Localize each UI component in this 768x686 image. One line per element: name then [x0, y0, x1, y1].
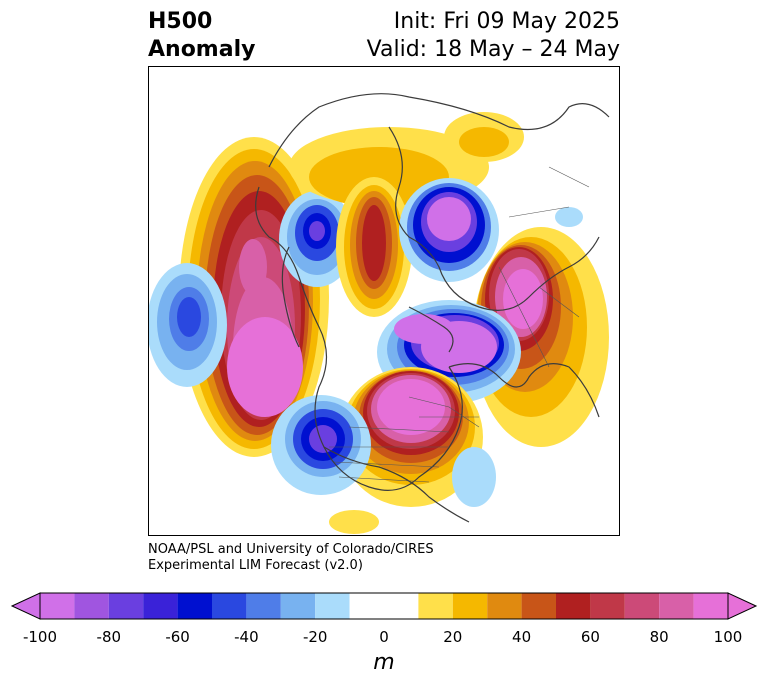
colorbar-outline — [39, 592, 729, 620]
colorbar-tick-label: -60 — [165, 628, 190, 646]
colorbar-cell — [177, 593, 212, 619]
europe-low — [399, 178, 499, 282]
colorbar-cell — [624, 593, 660, 619]
title-line-1: H500 — [148, 9, 213, 34]
subtropical-low — [452, 447, 496, 507]
colorbar-cell — [74, 593, 109, 619]
coastlines — [255, 93, 610, 523]
colorbar-tick-label: -40 — [234, 628, 259, 646]
colorbar-cell — [659, 593, 694, 619]
init-date: Init: Fri 09 May 2025 — [393, 9, 620, 34]
colorbar-tick-label: 0 — [379, 628, 389, 646]
colorbar-cell — [521, 593, 556, 619]
credit-line-2: Experimental LIM Forecast (v2.0) — [148, 558, 363, 573]
colorbar-cell — [246, 593, 281, 619]
map-title: H500 Anomaly — [148, 8, 255, 64]
colorbar-cell — [108, 593, 144, 619]
arctic-ridge — [444, 112, 524, 162]
colorbar-tick-label: 20 — [443, 628, 463, 646]
east-asia-low — [555, 207, 583, 227]
colorbar-right-extension — [727, 592, 758, 620]
anomaly-map — [148, 66, 620, 536]
colorbar-tick-label: -20 — [302, 628, 328, 646]
valid-range: Valid: 18 May – 24 May — [366, 37, 620, 62]
colorbar-tick-label: -100 — [22, 628, 58, 646]
pacific-low — [149, 263, 227, 387]
colorbar-cell — [556, 593, 591, 619]
colorbar — [10, 592, 758, 620]
colorbar-tick-label: 60 — [580, 628, 600, 646]
colorbar-cell — [590, 593, 625, 619]
colorbar-cell — [212, 593, 247, 619]
colorbar-left-extension — [10, 592, 41, 620]
credit-line-1: NOAA/PSL and University of Colorado/CIRE… — [148, 542, 434, 557]
colorbar-cell — [349, 593, 419, 619]
colorbar-cell — [40, 593, 75, 619]
colorbar-unit: m — [373, 650, 395, 675]
political-borders — [329, 166, 590, 483]
credit-text: NOAA/PSL and University of Colorado/CIRE… — [148, 542, 434, 574]
colorbar-cell — [143, 593, 178, 619]
colorbar-cell — [280, 593, 316, 619]
colorbar-cell — [315, 593, 350, 619]
south-yellow — [329, 510, 379, 534]
colorbar-cell — [418, 593, 453, 619]
colorbar-cell — [693, 593, 728, 619]
east-siberia-ridge — [289, 127, 489, 317]
colorbar-tick-label: 40 — [512, 628, 532, 646]
east-north-america-ridge — [339, 367, 483, 507]
colorbar-tick-label: 100 — [713, 628, 743, 646]
anomaly-map-svg — [149, 67, 619, 535]
colorbar-tick-label: 80 — [649, 628, 669, 646]
colorbar-cell — [487, 593, 522, 619]
siberia-low — [279, 191, 355, 287]
western-us-low — [271, 395, 371, 495]
colorbar-tick-label: -80 — [96, 628, 122, 646]
colorbar-cell — [452, 593, 488, 619]
title-line-2: Anomaly — [148, 37, 256, 62]
forecast-dates: Init: Fri 09 May 2025 Valid: 18 May – 24… — [367, 8, 620, 64]
